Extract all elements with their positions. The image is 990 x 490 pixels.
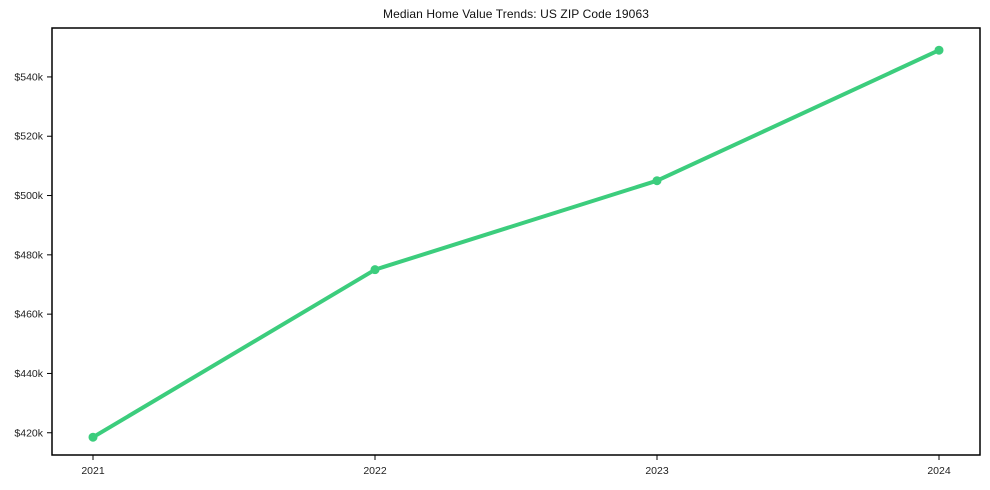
data-point-marker — [88, 432, 98, 442]
x-axis-tick-label: 2024 — [927, 465, 951, 477]
y-axis-tick-label: $500k — [14, 190, 43, 202]
plot-area — [52, 28, 980, 455]
y-axis-tick-label: $540k — [14, 71, 43, 83]
trend-line — [91, 48, 941, 440]
data-point-marker — [934, 45, 944, 55]
plot-frame — [51, 27, 981, 456]
x-axis-tick-label: 2022 — [363, 465, 387, 477]
chart-title: Median Home Value Trends: US ZIP Code 19… — [382, 7, 649, 21]
x-axis-tick-label: 2023 — [645, 465, 669, 477]
y-axis-tick-label: $420k — [14, 427, 43, 439]
y-axis-tick-label: $520k — [14, 131, 43, 143]
y-axis-tick-label: $460k — [14, 309, 43, 321]
x-axis-tick-label: 2021 — [81, 465, 105, 477]
data-point-marker — [370, 265, 380, 275]
data-point-marker — [652, 176, 662, 186]
y-axis-tick-label: $440k — [14, 368, 43, 380]
y-axis-tick-label: $480k — [14, 249, 43, 261]
